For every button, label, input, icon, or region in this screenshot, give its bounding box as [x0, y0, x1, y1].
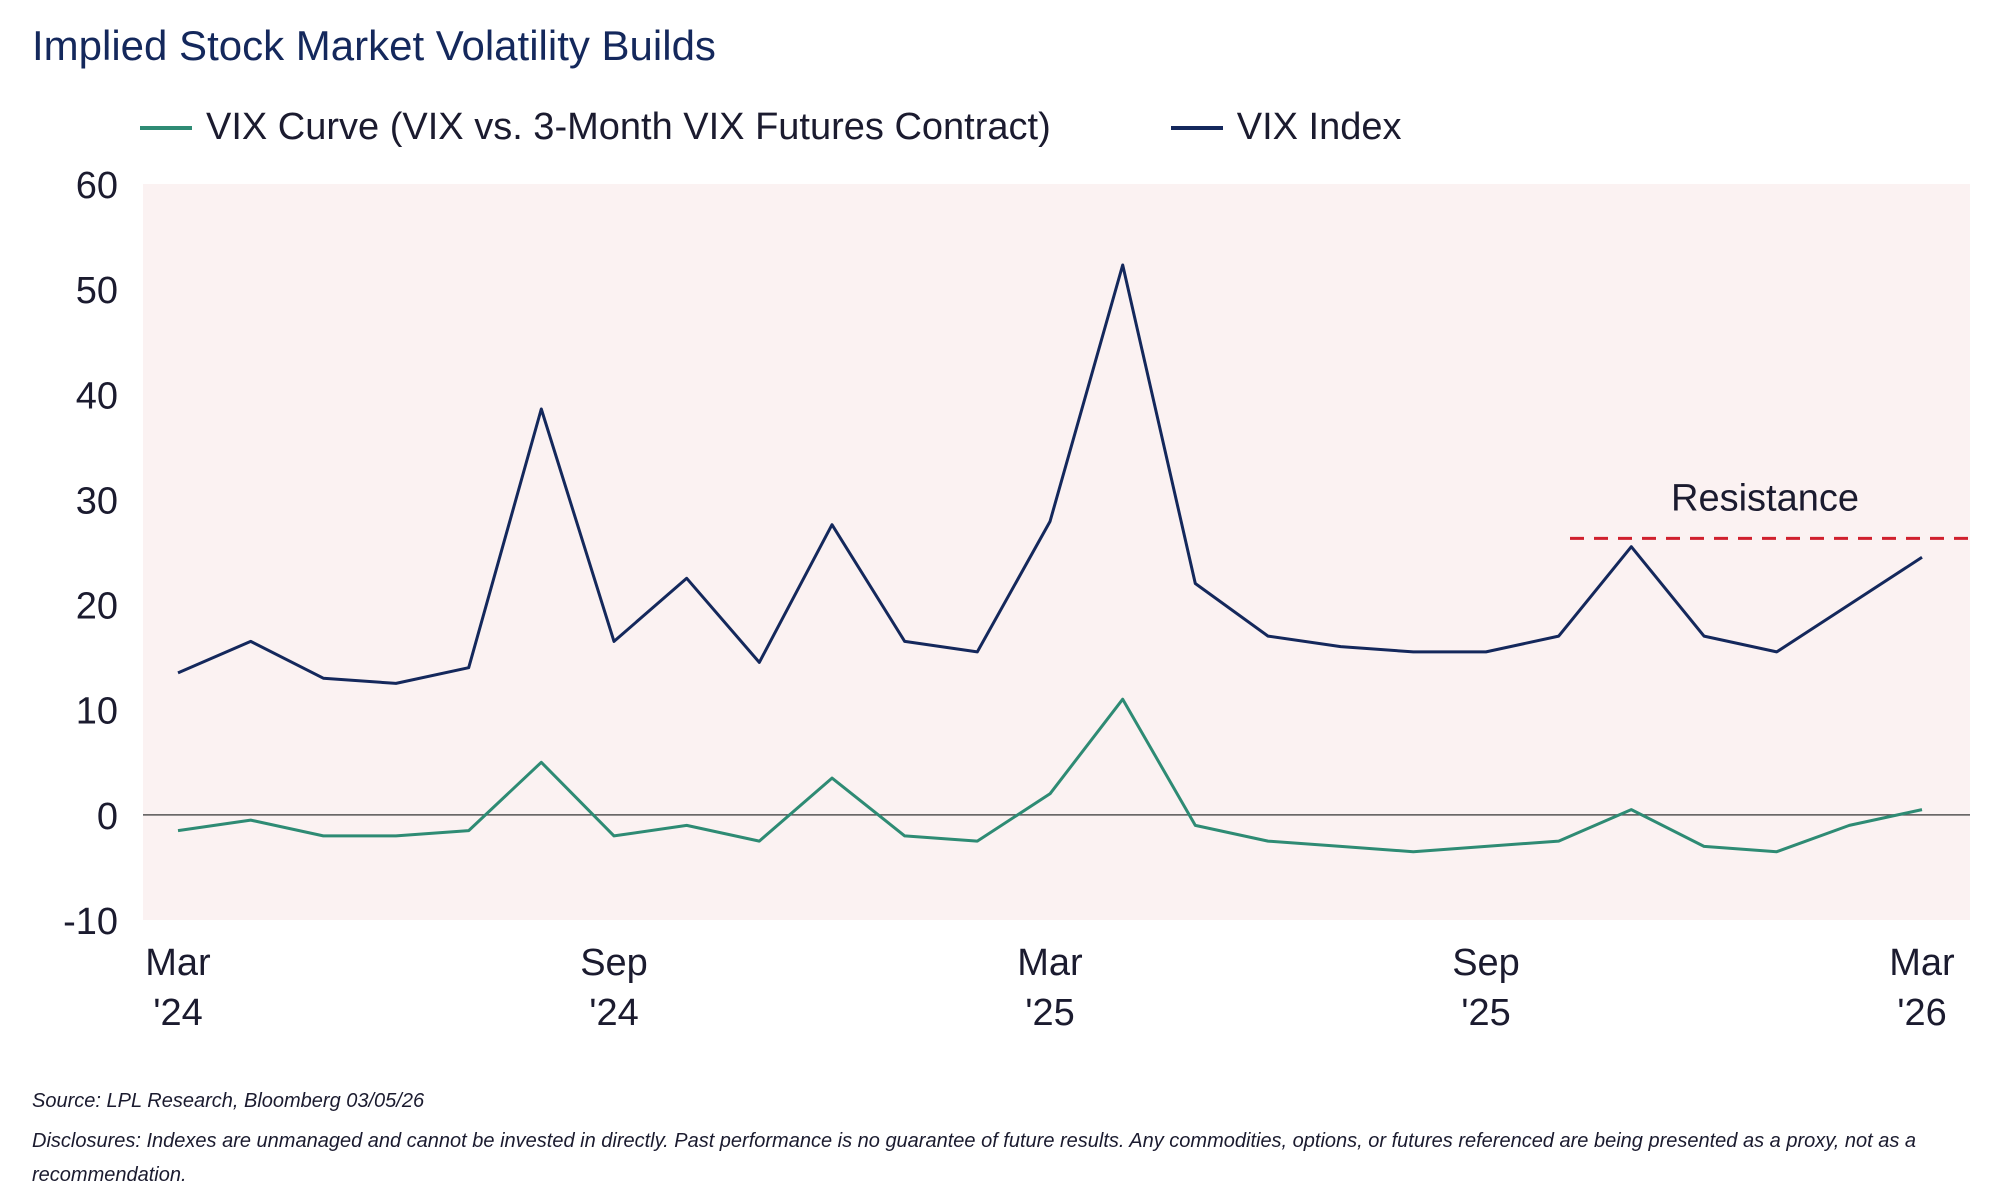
resistance-label: Resistance: [1671, 477, 1859, 519]
source-note: Source: LPL Research, Bloomberg 03/05/26: [32, 1090, 425, 1112]
y-tick-label: -10: [63, 901, 118, 943]
legend-label-vix-index: VIX Index: [1236, 106, 1402, 148]
legend-item-vix-curve: VIX Curve (VIX vs. 3-Month VIX Futures C…: [140, 106, 1051, 149]
legend: VIX Curve (VIX vs. 3-Month VIX Futures C…: [140, 106, 1522, 149]
y-tick-label: 10: [76, 691, 118, 733]
y-tick-label: 40: [76, 375, 118, 417]
series-line-vix-curve-vix-vs-3-month-vix-futures-contract: [177, 697, 1923, 854]
x-tick-label: Mar: [145, 942, 211, 984]
x-tick-label: Sep: [580, 942, 648, 984]
y-tick-label: 50: [76, 270, 118, 312]
x-tick-year-label: '25: [1461, 992, 1511, 1034]
legend-label-vix-curve: VIX Curve (VIX vs. 3-Month VIX Futures C…: [206, 106, 1051, 148]
y-tick-label: 20: [76, 586, 118, 628]
y-tick-label: 30: [76, 480, 118, 522]
legend-item-vix-index: VIX Index: [1170, 106, 1402, 149]
series-line-vix-index: [177, 263, 1923, 685]
y-tick-label: 60: [76, 165, 118, 207]
legend-swatch-vix-index: [1170, 125, 1223, 130]
plot-area: [143, 184, 1970, 920]
legend-swatch-vix-curve: [140, 125, 192, 130]
x-tick-year-label: '24: [589, 992, 639, 1034]
x-tick-label: Mar: [1889, 942, 1955, 984]
x-tick-label: Mar: [1017, 942, 1083, 984]
x-tick-year-label: '24: [153, 992, 203, 1034]
x-tick-year-label: '26: [1897, 992, 1947, 1034]
x-tick-year-label: '25: [1025, 992, 1075, 1034]
chart-title: Implied Stock Market Volatility Builds: [32, 22, 716, 69]
disclosure-note: Disclosures: Indexes are unmanaged and c…: [32, 1130, 1917, 1186]
x-tick-label: Sep: [1452, 942, 1520, 984]
y-tick-label: 0: [97, 796, 118, 838]
